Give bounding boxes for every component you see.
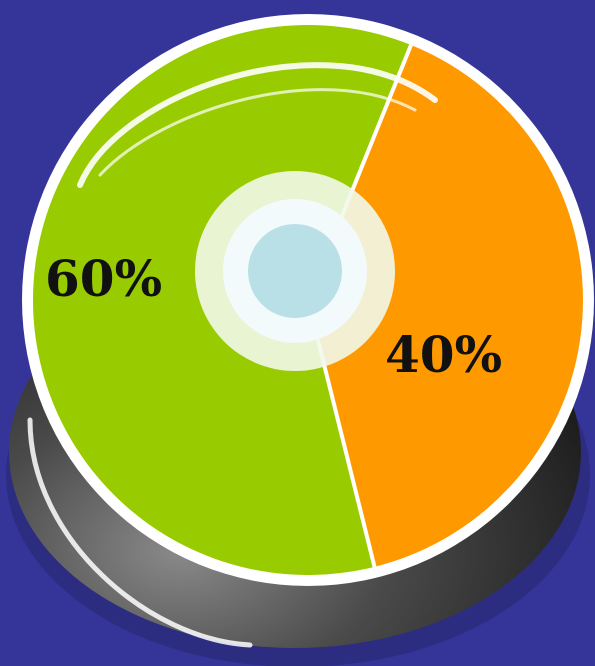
gloss-highlights xyxy=(27,62,438,648)
pie-slice-1 xyxy=(308,45,583,567)
hole-center xyxy=(248,224,342,318)
slice-label-1: 40% xyxy=(385,325,502,384)
top-gloss-highlight xyxy=(77,62,438,188)
slice-label-0: 60% xyxy=(45,249,162,308)
bottom-gloss-highlight xyxy=(27,417,253,648)
top-gloss-highlight-inner xyxy=(98,88,417,177)
